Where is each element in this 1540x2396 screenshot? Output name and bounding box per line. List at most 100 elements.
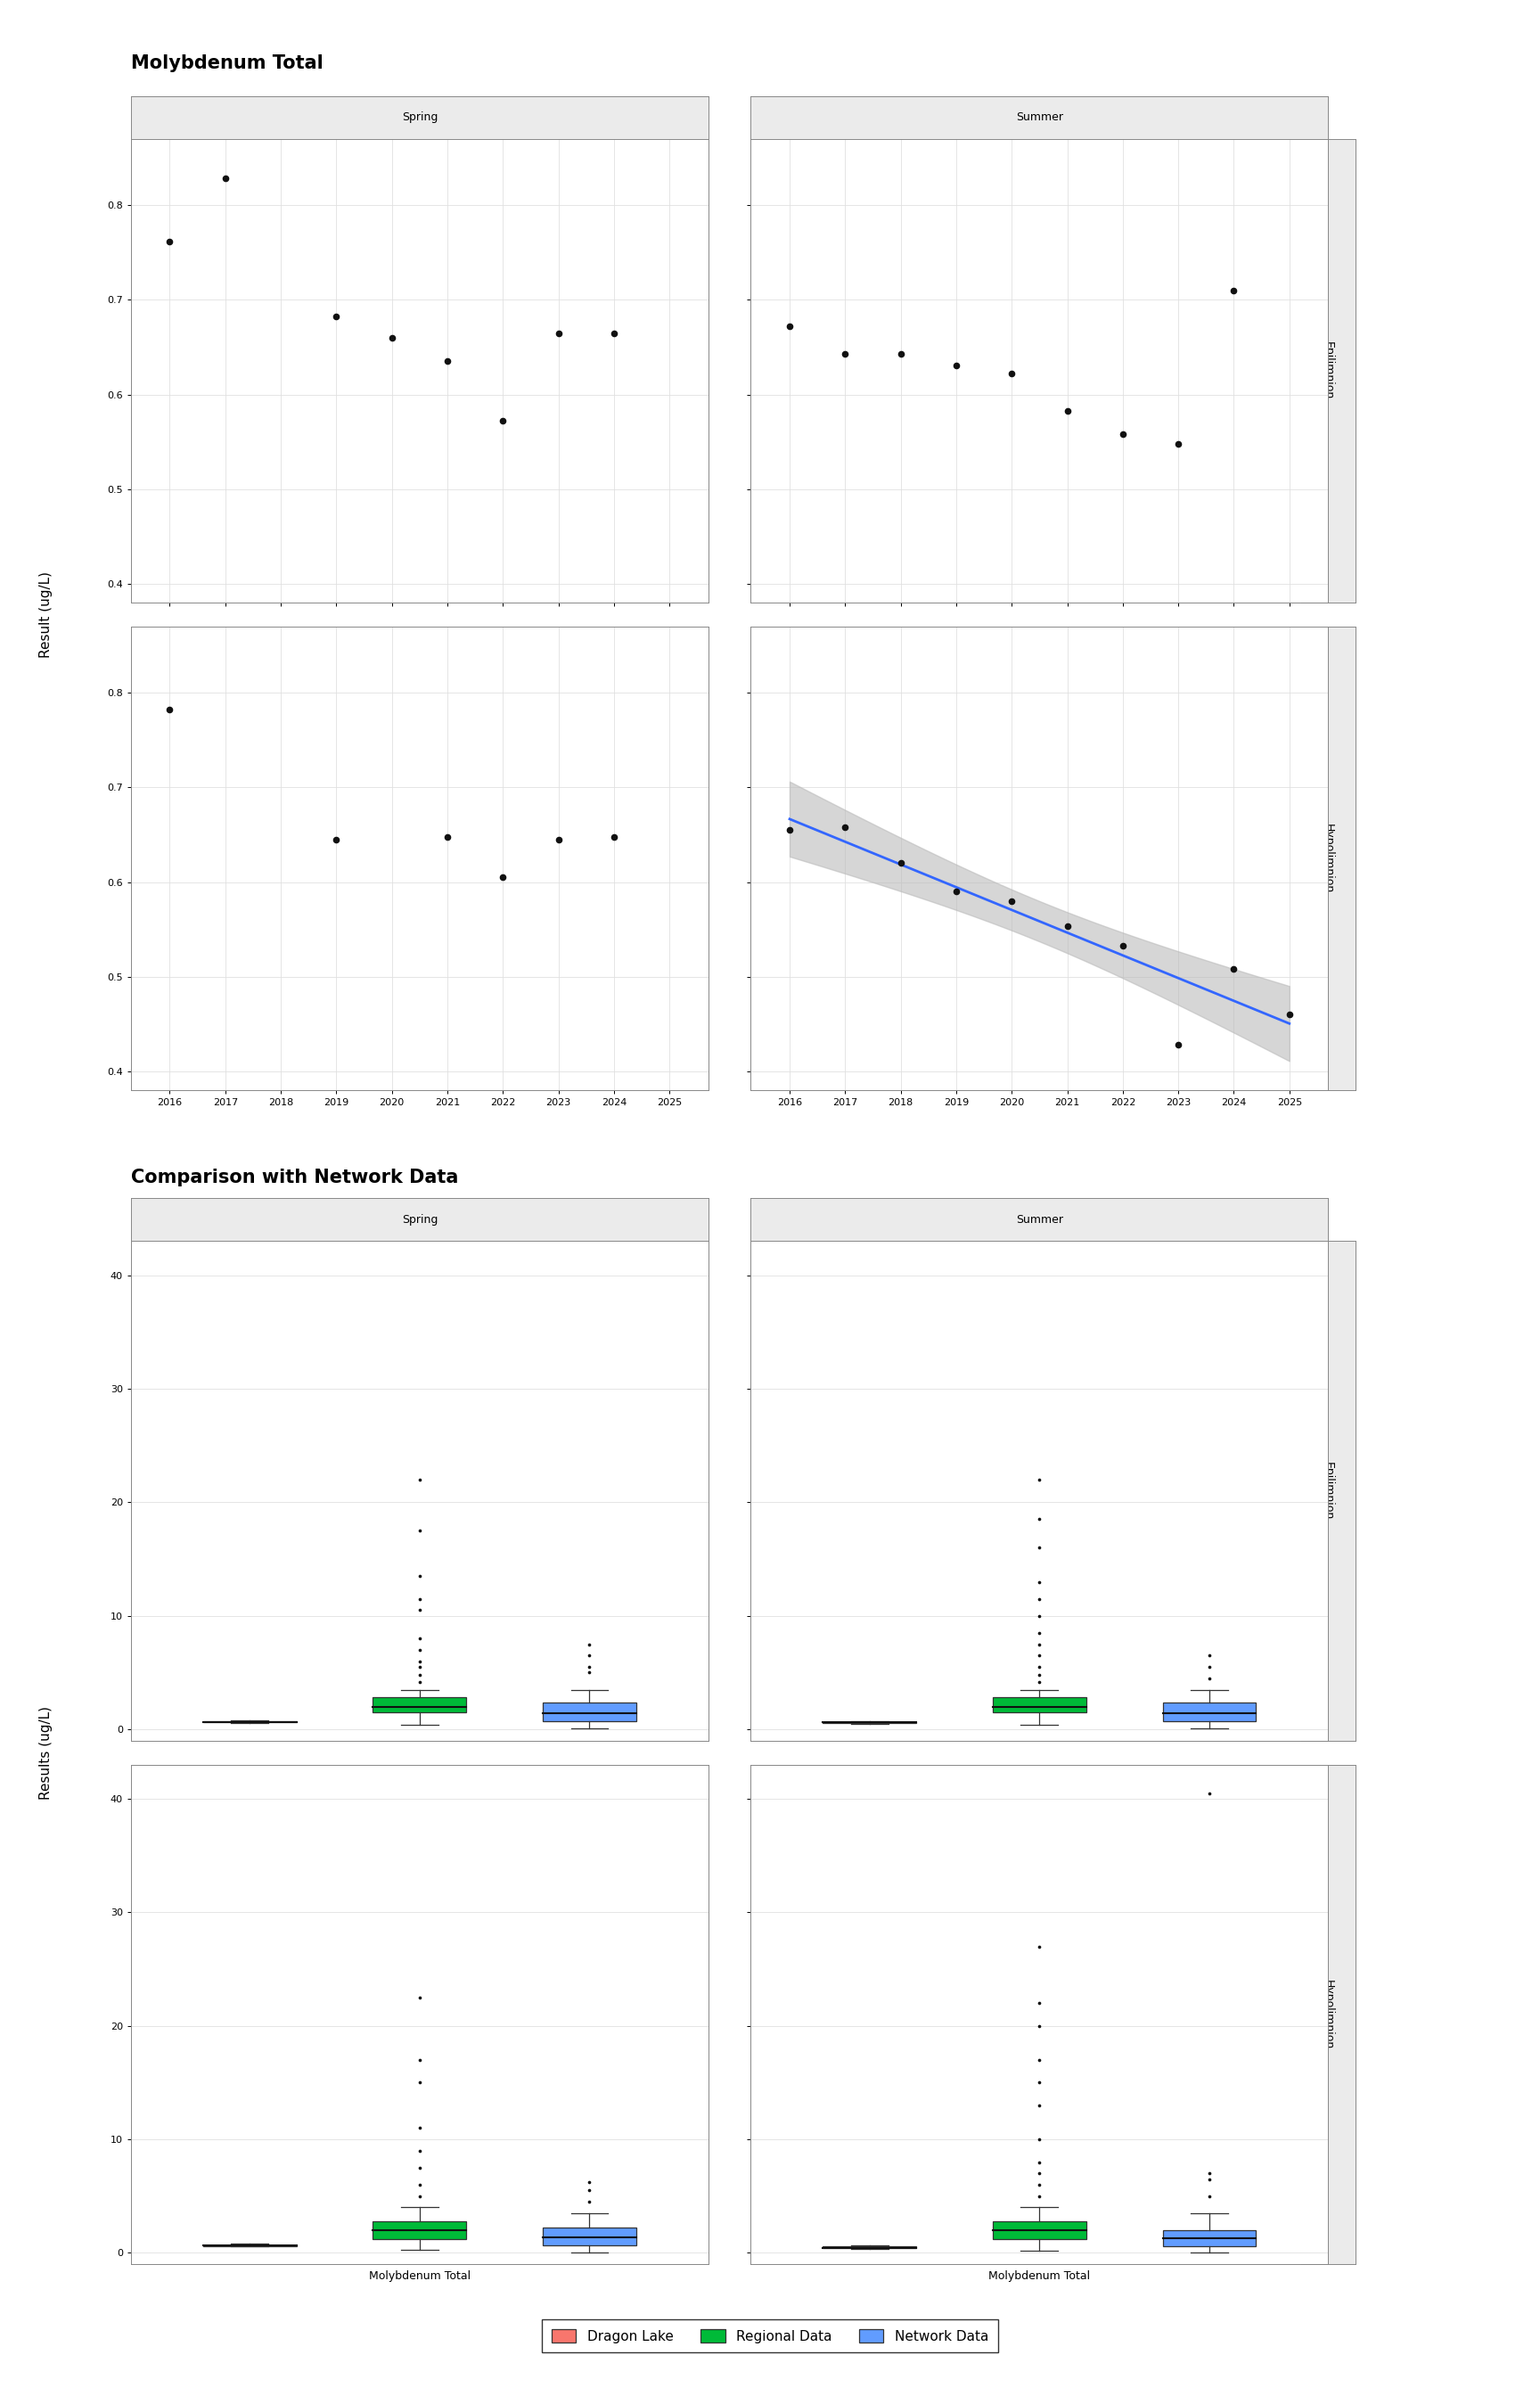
Point [323,819,348,858]
Bar [1163,1701,1257,1720]
Point [778,307,802,345]
Point [407,2166,431,2204]
Point [999,882,1024,920]
Text: Results (ug/L): Results (ug/L) [40,1706,52,1799]
Point [1166,1025,1190,1064]
Point [1027,1562,1052,1601]
Point [407,1656,431,1694]
Point [1027,1500,1052,1538]
X-axis label: Molybdenum Total: Molybdenum Total [368,2271,471,2281]
Point [407,1620,431,1658]
Point [1197,2154,1221,2192]
Point [778,810,802,848]
Point [407,1591,431,1629]
Text: Spring: Spring [402,1215,437,1224]
Point [1197,1658,1221,1696]
Point [407,1512,431,1550]
Text: Epilimnion: Epilimnion [1323,1462,1334,1519]
Point [1277,994,1301,1033]
Point [491,858,516,896]
Point [889,843,913,882]
Point [1197,2178,1221,2216]
Point [1027,2120,1052,2159]
Point [1027,1529,1052,1567]
Point [578,1648,602,1687]
Point [1055,908,1080,946]
Point [547,819,571,858]
Point [213,161,237,199]
Point [1197,1648,1221,1687]
Point [407,1557,431,1596]
Point [578,1636,602,1675]
Bar [542,2228,636,2245]
Point [407,1579,431,1617]
Point [1027,1596,1052,1634]
Text: Comparison with Network Data: Comparison with Network Data [131,1169,459,1186]
Text: Summer: Summer [1016,113,1063,122]
Point [1027,1648,1052,1687]
Point [1027,1656,1052,1694]
Point [407,1648,431,1687]
Bar [373,1696,467,1713]
Text: Spring: Spring [402,113,437,122]
Point [379,319,403,357]
Point [407,1462,431,1500]
Text: Hypolimnion: Hypolimnion [1323,824,1334,894]
Point [1027,1579,1052,1617]
Point [602,314,627,352]
Point [1027,1663,1052,1701]
Text: Summer: Summer [1016,1215,1063,1224]
Point [578,2183,602,2221]
Point [407,2063,431,2101]
Point [407,1663,431,1701]
Point [1027,2154,1052,2192]
Point [407,2041,431,2080]
Point [1110,927,1135,966]
Point [602,817,627,855]
Point [1197,1636,1221,1675]
Point [1027,2005,1052,2044]
Point [944,872,969,910]
Point [1027,1613,1052,1651]
Point [1110,415,1135,453]
Point [578,2164,602,2202]
Bar [542,1701,636,1720]
Point [157,223,182,261]
Point [1027,2166,1052,2204]
Point [1027,1462,1052,1500]
Point [944,345,969,383]
Point [1027,2041,1052,2080]
Point [1027,1926,1052,1965]
X-axis label: Molybdenum Total: Molybdenum Total [989,2271,1090,2281]
Point [578,1653,602,1692]
Point [833,807,858,846]
Point [436,343,460,381]
Bar [373,2221,467,2240]
Point [1027,1624,1052,1663]
Point [1055,391,1080,429]
Point [1027,2063,1052,2101]
Point [1027,2142,1052,2180]
Point [1197,2159,1221,2197]
Point [547,314,571,352]
Text: Molybdenum Total: Molybdenum Total [131,55,323,72]
Point [889,335,913,374]
Point [1197,1773,1221,1811]
Text: Epilimnion: Epilimnion [1323,343,1334,400]
Point [578,2171,602,2209]
Point [1166,424,1190,462]
Point [1027,2087,1052,2125]
Point [407,1979,431,2017]
Point [578,1624,602,1663]
Point [833,335,858,374]
Point [157,690,182,728]
Legend: Dragon Lake, Regional Data, Network Data: Dragon Lake, Regional Data, Network Data [542,2319,998,2353]
Point [323,297,348,335]
Point [1221,271,1246,309]
Point [407,1632,431,1670]
Point [407,2132,431,2171]
Point [1027,1984,1052,2022]
Point [436,817,460,855]
Point [491,403,516,441]
Bar [993,1696,1086,1713]
